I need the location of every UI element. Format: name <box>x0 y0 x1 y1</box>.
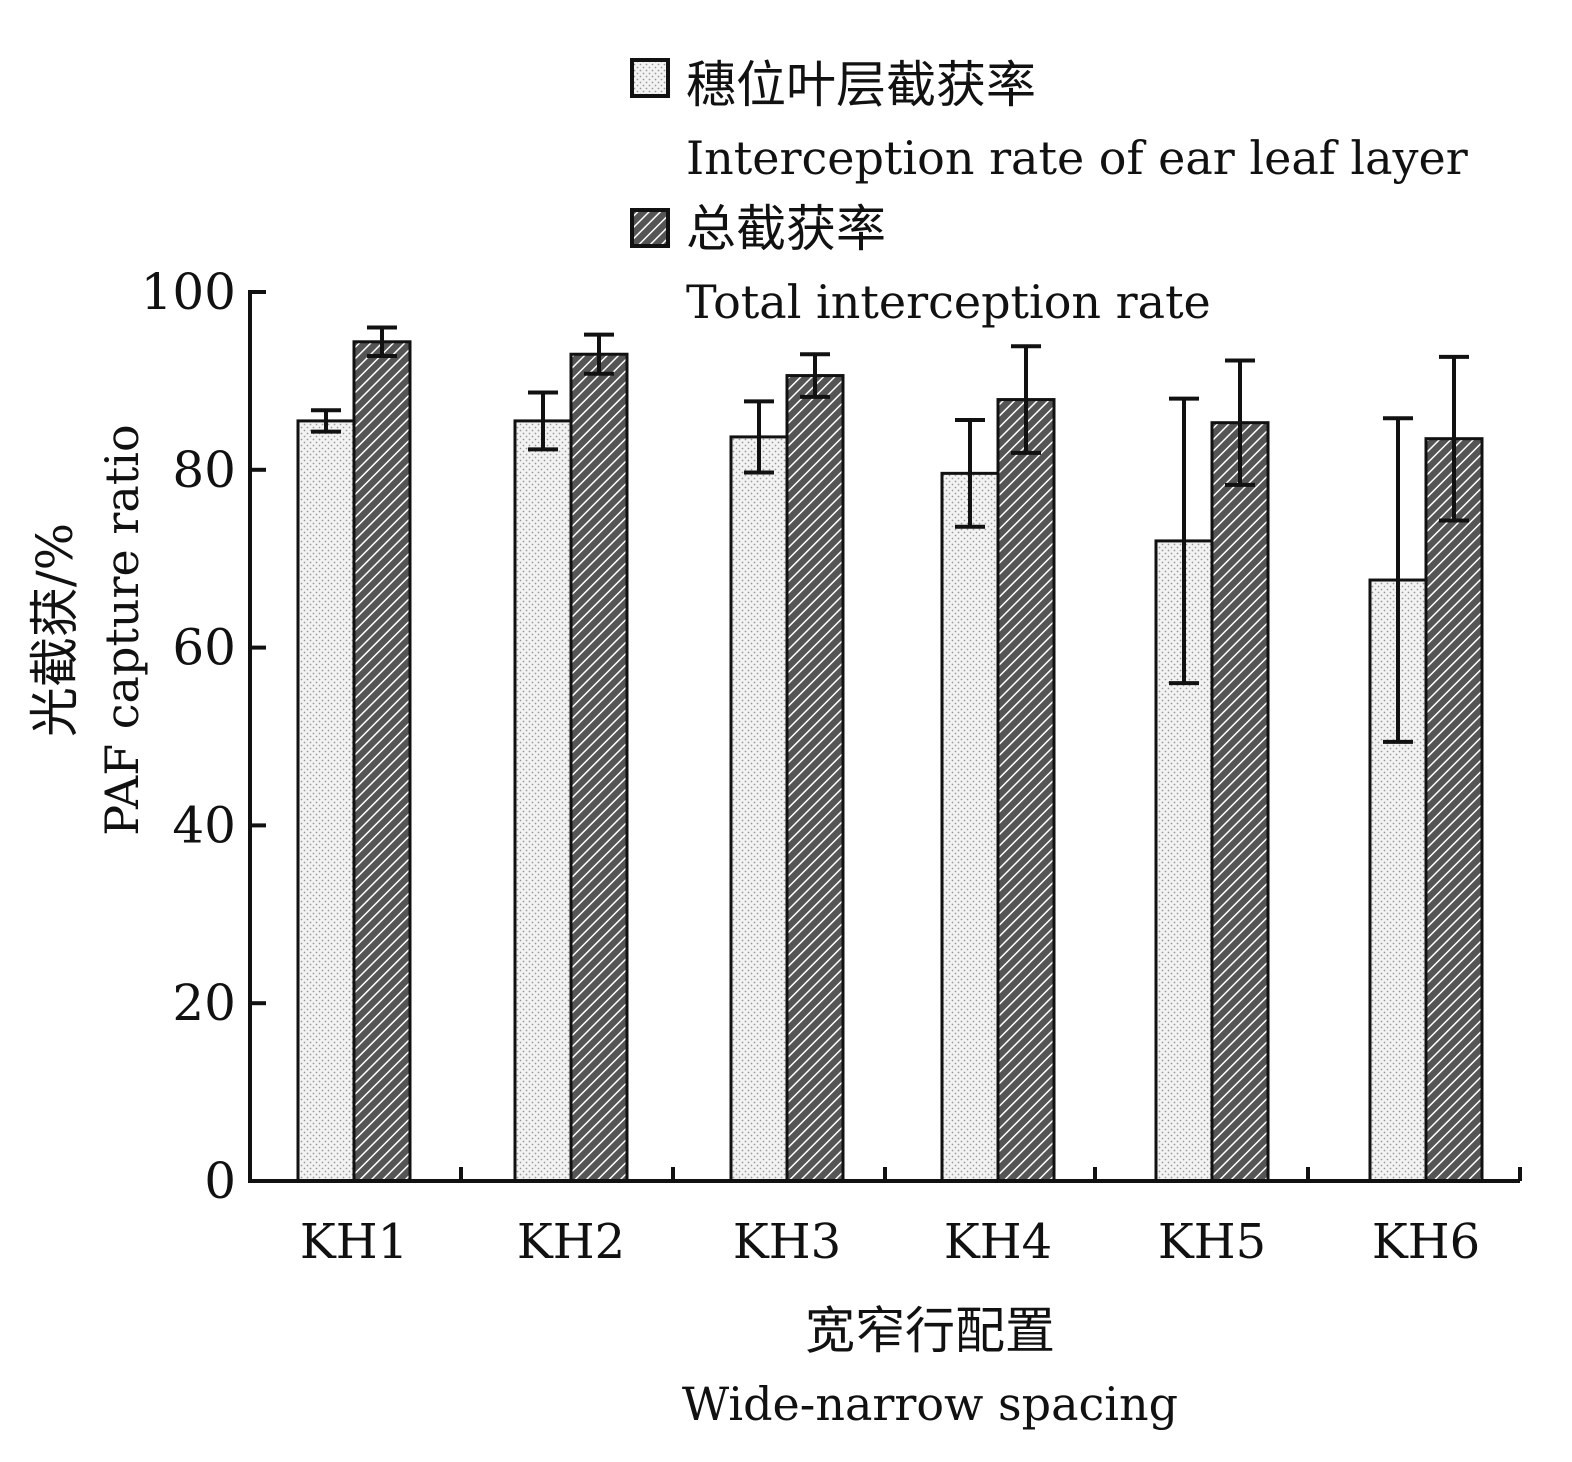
legend-swatch-ear-leaf <box>630 58 670 98</box>
y-tick-label-60: 60 <box>172 619 236 677</box>
y-axis-title-zh: 光截获/% <box>26 523 84 737</box>
x-axis-title-zh: 宽窄行配置 <box>805 1302 1055 1360</box>
bar-ear-leaf-kh1 <box>296 419 356 1183</box>
plot-area: 0 20 40 60 80 100 KH1 KH2 KH3 KH4 KH5 KH6 <box>141 263 1522 1270</box>
legend-label-ear-leaf-zh: 穗位叶层截获率 <box>686 56 1036 114</box>
x-tick-label-kh6: KH6 <box>1372 1214 1480 1270</box>
bar-total-kh2 <box>569 352 629 1183</box>
y-tick-label-20: 20 <box>172 974 236 1032</box>
x-axis-title-en: Wide-narrow spacing <box>682 1377 1178 1431</box>
bar-total-kh6 <box>1424 437 1484 1183</box>
x-tick-label-kh3: KH3 <box>733 1214 841 1270</box>
bar-ear-leaf-kh3 <box>729 435 789 1183</box>
x-tick-label-kh4: KH4 <box>944 1214 1052 1270</box>
legend: 穗位叶层截获率 Interception rate of ear leaf la… <box>630 56 1468 329</box>
bar-total-kh3 <box>785 374 845 1183</box>
y-axis-title: 光截获/% PAF capture ratio <box>26 424 149 835</box>
legend-swatch-total <box>630 208 670 248</box>
legend-label-total-en: Total interception rate <box>686 275 1211 329</box>
legend-label-total-zh: 总截获率 <box>686 200 886 258</box>
bar-ear-leaf-kh4 <box>940 471 1000 1183</box>
x-tick-label-kh1: KH1 <box>300 1214 408 1270</box>
x-tick-label-kh5: KH5 <box>1158 1214 1266 1270</box>
y-tick-label-80: 80 <box>172 441 236 499</box>
bar-total-kh1 <box>352 340 412 1183</box>
y-axis-title-en: PAF capture ratio <box>95 424 149 835</box>
y-tick-label-0: 0 <box>204 1152 236 1210</box>
y-tick-label-40: 40 <box>172 796 236 854</box>
bar-total-kh4 <box>996 398 1056 1183</box>
legend-label-ear-leaf-en: Interception rate of ear leaf layer <box>686 131 1468 185</box>
bar-ear-leaf-kh2 <box>513 419 573 1183</box>
bar-total-kh5 <box>1210 421 1270 1183</box>
x-tick-label-kh2: KH2 <box>517 1214 625 1270</box>
y-tick-label-100: 100 <box>141 263 236 321</box>
